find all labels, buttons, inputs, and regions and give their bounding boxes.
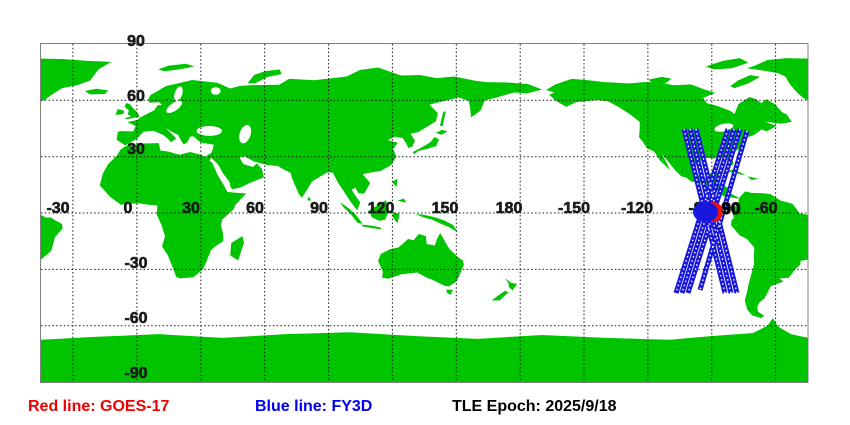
continent-south-america [730,191,809,319]
continent-north-america [545,78,792,199]
new-zealand-north [504,277,518,291]
ireland [115,109,125,115]
sulawesi [392,211,400,224]
satellite-markers [693,202,723,222]
hokkaido [435,129,448,135]
grid-layer [41,44,808,382]
legend-red-goes17: Red line: GOES-17 [28,398,170,415]
lon-label: -120 [621,200,653,217]
novaya-zemlya [247,69,282,84]
baffin-island [730,74,761,89]
lat-label: 30 [127,141,145,158]
south-america-wrapped-east [41,214,63,260]
greenland-east-wrapped [41,58,112,101]
tle-epoch-label: TLE Epoch: 2025/9/18 [452,398,617,415]
sakhalin [439,111,446,127]
hispaniola [747,176,759,181]
sumatra [339,202,363,224]
baltic-sea [166,100,183,114]
lon-label: -60 [754,200,777,217]
java [361,224,382,230]
madagascar [230,236,245,261]
iceland [84,88,109,95]
sri-lanka [307,196,312,201]
svalbard [158,63,195,72]
fy3d-position-marker [693,202,718,222]
lon-label: 0 [124,200,133,217]
lon-label: 150 [432,200,459,217]
legend-blue-fy3d: Blue line: FY3D [255,398,373,415]
victoria-island [648,76,672,84]
lat-label: 60 [127,88,145,105]
lon-label: -30 [46,200,69,217]
lon-label: -150 [558,200,590,217]
gulf-of-bothnia [174,86,183,102]
white-sea [210,87,221,95]
caspian-sea [239,124,252,144]
lat-label: -30 [124,255,147,272]
lon-label: 60 [246,200,264,217]
lon-label: 180 [496,200,523,217]
lat-label: 90 [127,33,145,50]
greenland-west [747,58,809,101]
lon-label: 30 [182,200,200,217]
ellesmere-island [705,58,749,70]
lon-label: 120 [368,200,395,217]
overlapped-minus90-label: 90 [722,199,741,218]
borneo [368,200,389,221]
black-sea [196,126,223,136]
honshu [412,136,439,155]
continent-africa [99,143,247,279]
lat-label: -60 [124,310,147,327]
lon-label: 90 [310,200,328,217]
great-britain [124,102,140,120]
new-guinea [415,213,459,233]
continents-layer [41,58,809,383]
continent-australia [378,233,464,287]
mindanao [397,198,407,203]
new-zealand-south [491,290,509,301]
tasmania [446,289,453,295]
continent-antarctica [41,318,809,383]
luzon [392,178,398,188]
lat-label: -90 [124,365,147,382]
continent-eurasia [116,67,543,211]
